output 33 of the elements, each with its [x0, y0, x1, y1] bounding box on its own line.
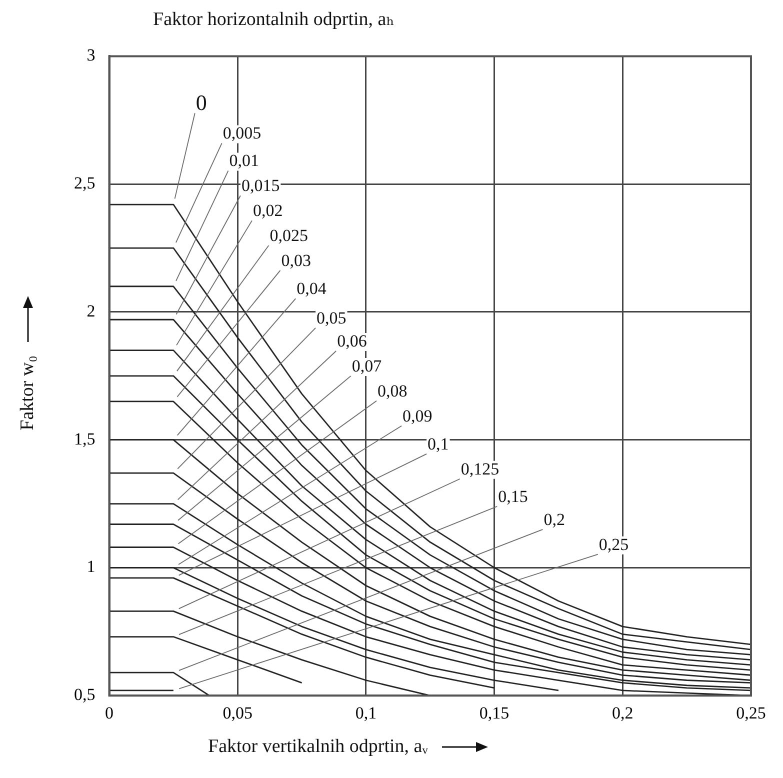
x-tick-label: 0,1: [355, 703, 377, 722]
text: 0,125: [460, 459, 500, 478]
text: 0,02: [253, 201, 283, 220]
text: 0,05: [316, 308, 346, 328]
text: 0,25: [598, 534, 629, 554]
x-tick-label: 0,25: [736, 703, 766, 722]
text: 0,015: [241, 176, 280, 196]
y-tick-label: 2: [86, 301, 96, 320]
x-tick-label: 0: [105, 703, 114, 722]
text: 0,1: [428, 434, 449, 454]
x-tick-label: 0,15: [479, 703, 510, 722]
text: 0,025: [270, 226, 308, 245]
text: 0,2: [544, 510, 565, 529]
x-axis-title: Faktor vertikalnih odprtin, aᵥ: [208, 736, 428, 758]
text: 0,07: [352, 356, 382, 376]
x-tick-label: 0,2: [612, 703, 634, 722]
text: 0,04: [296, 279, 327, 298]
text: 0,15: [498, 486, 528, 506]
text: 0,005: [222, 124, 262, 143]
y-axis-title: Faktor w₀: [17, 356, 39, 430]
text: 0,08: [378, 381, 408, 400]
text: 0,06: [337, 331, 367, 350]
text: 0,01: [229, 151, 260, 170]
y-tick-label: 2,5: [74, 174, 96, 193]
x-tick-label: 0,05: [222, 703, 252, 722]
text: 0,09: [402, 406, 432, 426]
y-tick-label: 3: [86, 46, 96, 65]
y-tick-label: 0,5: [74, 685, 96, 704]
y-tick-label: 1,5: [74, 429, 96, 448]
y-tick-label: 1: [86, 557, 96, 576]
chart-title: Faktor horizontalnih odprtin, aₕ: [153, 8, 394, 31]
text: 0: [196, 90, 207, 115]
text: 0,03: [281, 250, 311, 270]
